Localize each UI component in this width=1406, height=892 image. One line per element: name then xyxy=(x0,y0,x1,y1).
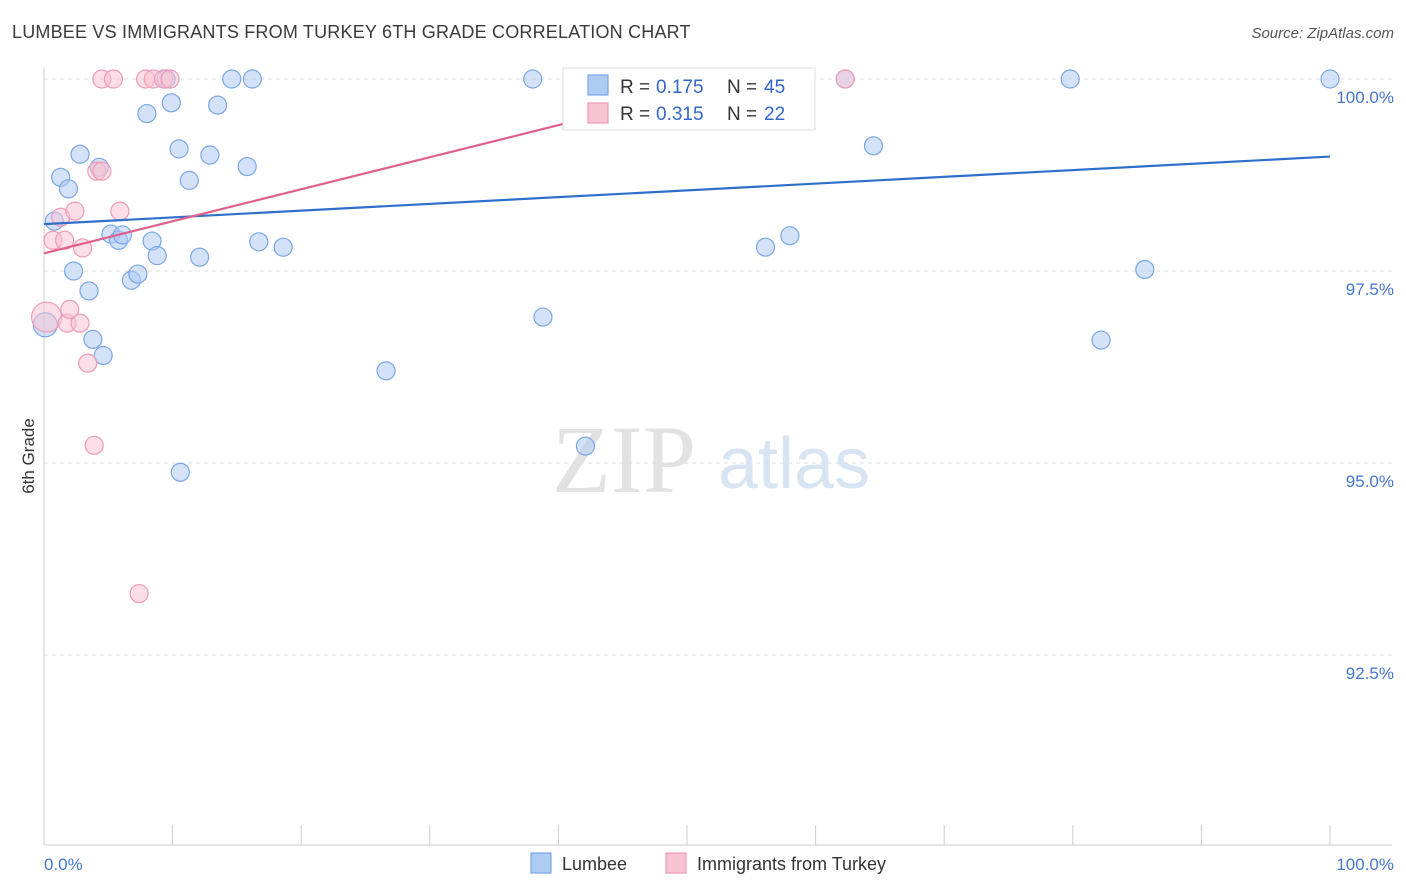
lumbee-point xyxy=(147,246,167,266)
series-legend: Lumbee Immigrants from Turkey xyxy=(530,852,886,874)
y-axis-title: 6th Grade xyxy=(19,418,38,494)
turkey-point xyxy=(78,353,98,373)
lumbee-point xyxy=(190,247,210,267)
lumbee-point xyxy=(237,156,257,177)
lumbee-point xyxy=(1060,69,1080,89)
y-tick-label: 92.5% xyxy=(1346,664,1394,683)
turkey-point xyxy=(65,201,85,221)
axes xyxy=(43,68,1392,846)
lumbee-point xyxy=(79,281,99,301)
turkey-point xyxy=(30,301,63,333)
bottom-legend-label-turkey: Immigrants from Turkey xyxy=(697,854,886,874)
trend-line-lumbee xyxy=(43,155,1331,226)
lumbee-point xyxy=(58,179,79,199)
lumbee-point xyxy=(1320,69,1340,89)
lumbee-point xyxy=(169,139,189,159)
turkey-point xyxy=(103,69,124,89)
legend-r-value-turkey: 0.315 xyxy=(656,104,704,125)
lumbee-point xyxy=(63,261,84,281)
y-tick-label: 95.0% xyxy=(1346,472,1394,491)
lumbee-point xyxy=(161,93,181,113)
watermark-zip: ZIP xyxy=(552,406,696,513)
lumbee-point xyxy=(179,170,199,190)
source-credit: Source: ZipAtlas.com xyxy=(1251,25,1394,42)
lumbee-point xyxy=(242,69,262,89)
lumbee-point xyxy=(137,103,157,124)
lumbee-point xyxy=(533,307,553,327)
x-tick-label-right: 100.0% xyxy=(1336,855,1394,874)
turkey-point xyxy=(835,69,855,89)
lumbee-point xyxy=(376,361,396,381)
turkey-point xyxy=(160,69,180,89)
lumbee-point xyxy=(755,237,776,257)
lumbee-point xyxy=(1135,259,1155,280)
turkey-point xyxy=(129,583,149,604)
lumbee-point xyxy=(70,144,90,164)
legend-r-value-lumbee: 0.175 xyxy=(656,77,704,98)
bottom-legend-swatch-turkey xyxy=(665,852,687,874)
series-turkey-points xyxy=(30,69,855,604)
legend-r-label-lumbee: R = xyxy=(620,77,650,98)
lumbee-point xyxy=(780,226,800,246)
lumbee-point xyxy=(575,436,596,456)
turkey-point xyxy=(92,161,112,181)
turkey-point xyxy=(70,313,90,333)
lumbee-point xyxy=(222,69,242,89)
lumbee-point xyxy=(863,136,884,156)
legend-swatch-turkey xyxy=(587,102,609,124)
lumbee-point xyxy=(200,145,220,165)
lumbee-point xyxy=(208,95,228,115)
lumbee-point xyxy=(83,329,103,349)
legend-n-value-turkey: 22 xyxy=(764,104,785,125)
lumbee-point xyxy=(273,237,293,257)
lumbee-point xyxy=(1091,330,1111,350)
stats-legend: R = 0.175 N = 45 R = 0.315 N = 22 xyxy=(562,67,816,131)
turkey-point xyxy=(84,435,104,455)
lumbee-point xyxy=(523,69,543,89)
turkey-point xyxy=(60,299,80,319)
legend-n-value-lumbee: 45 xyxy=(764,77,785,98)
legend-n-label-turkey: N = xyxy=(727,104,757,125)
x-ticks xyxy=(43,825,1331,845)
y-tick-label: 100.0% xyxy=(1336,88,1394,107)
lumbee-point xyxy=(249,232,269,252)
y-tick-label: 97.5% xyxy=(1346,280,1394,299)
chart-title: LUMBEE VS IMMIGRANTS FROM TURKEY 6TH GRA… xyxy=(12,22,691,42)
watermark-atlas: atlas xyxy=(718,424,870,504)
legend-n-label-lumbee: N = xyxy=(727,77,757,98)
legend-r-label-turkey: R = xyxy=(620,104,650,125)
lumbee-point xyxy=(93,345,113,366)
legend-swatch-lumbee xyxy=(587,74,609,96)
x-tick-label-left: 0.0% xyxy=(44,855,83,874)
bottom-legend-swatch-lumbee xyxy=(530,852,552,874)
bottom-legend-label-lumbee: Lumbee xyxy=(562,854,627,874)
lumbee-point xyxy=(128,264,148,284)
turkey-point xyxy=(110,201,130,221)
lumbee-point xyxy=(170,462,190,482)
y-tick-labels: 100.0% 97.5% 95.0% 92.5% xyxy=(1336,88,1394,683)
